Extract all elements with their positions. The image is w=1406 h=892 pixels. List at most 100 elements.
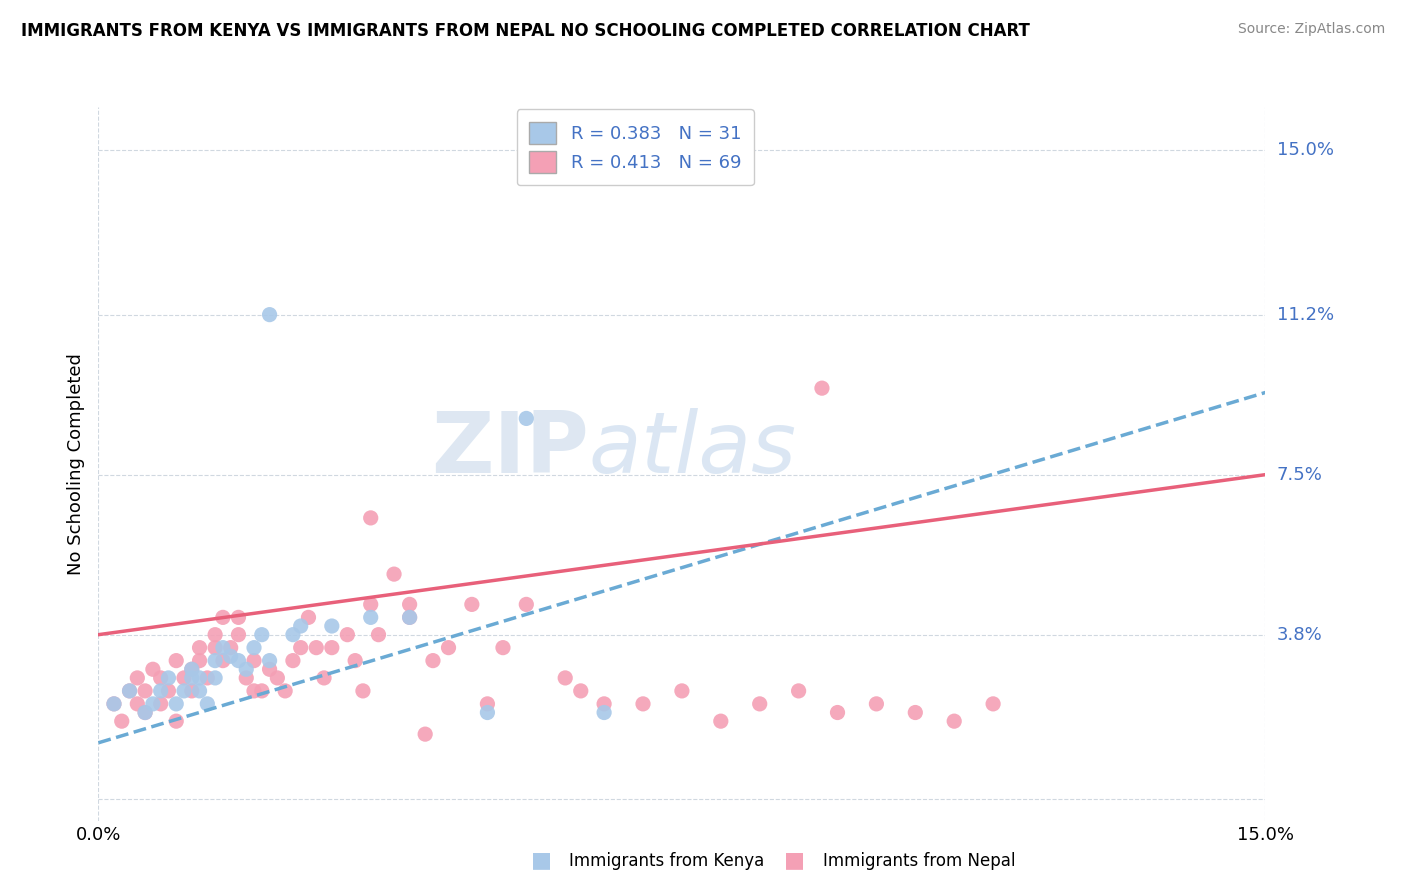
- Point: [235, 662, 257, 676]
- Point: [111, 714, 134, 728]
- Point: [204, 640, 226, 655]
- Point: [188, 671, 211, 685]
- Legend: R = 0.383   N = 31, R = 0.413   N = 69: R = 0.383 N = 31, R = 0.413 N = 69: [516, 109, 754, 186]
- Text: ■: ■: [785, 850, 804, 870]
- Point: [274, 684, 297, 698]
- Point: [259, 654, 281, 668]
- Point: [180, 671, 202, 685]
- Point: [204, 628, 226, 642]
- Point: [710, 714, 733, 728]
- Point: [195, 697, 218, 711]
- Point: [149, 671, 172, 685]
- Point: [266, 671, 288, 685]
- Point: [360, 511, 382, 525]
- Point: [360, 598, 382, 612]
- Point: [477, 706, 499, 720]
- Point: [142, 697, 165, 711]
- Point: [165, 654, 187, 668]
- Point: [382, 567, 405, 582]
- Point: [188, 640, 211, 655]
- Text: 15.0%: 15.0%: [1277, 141, 1333, 160]
- Point: [787, 684, 810, 698]
- Point: [250, 684, 273, 698]
- Point: [865, 697, 887, 711]
- Point: [259, 662, 281, 676]
- Point: [134, 684, 156, 698]
- Point: [671, 684, 693, 698]
- Text: ZIP: ZIP: [430, 408, 589, 491]
- Point: [360, 610, 382, 624]
- Point: [413, 727, 436, 741]
- Point: [134, 706, 156, 720]
- Point: [250, 628, 273, 642]
- Point: [235, 671, 257, 685]
- Text: atlas: atlas: [589, 408, 797, 491]
- Point: [118, 684, 141, 698]
- Point: [904, 706, 927, 720]
- Point: [515, 598, 537, 612]
- Point: [422, 654, 444, 668]
- Point: [297, 610, 319, 624]
- Point: [157, 684, 180, 698]
- Point: [398, 610, 420, 624]
- Point: [118, 684, 141, 698]
- Text: ■: ■: [531, 850, 551, 870]
- Text: 3.8%: 3.8%: [1277, 625, 1322, 644]
- Text: Immigrants from Nepal: Immigrants from Nepal: [823, 852, 1015, 870]
- Point: [180, 662, 202, 676]
- Point: [180, 684, 202, 698]
- Point: [593, 706, 616, 720]
- Text: Source: ZipAtlas.com: Source: ZipAtlas.com: [1237, 22, 1385, 37]
- Point: [367, 628, 389, 642]
- Point: [228, 654, 250, 668]
- Y-axis label: No Schooling Completed: No Schooling Completed: [66, 353, 84, 574]
- Point: [943, 714, 966, 728]
- Point: [204, 671, 226, 685]
- Point: [281, 654, 304, 668]
- Text: 7.5%: 7.5%: [1277, 466, 1323, 483]
- Point: [149, 684, 172, 698]
- Point: [321, 640, 343, 655]
- Point: [173, 684, 195, 698]
- Point: [321, 619, 343, 633]
- Point: [127, 671, 149, 685]
- Point: [461, 598, 484, 612]
- Point: [243, 640, 266, 655]
- Point: [180, 662, 202, 676]
- Point: [554, 671, 576, 685]
- Point: [305, 640, 328, 655]
- Point: [212, 640, 235, 655]
- Point: [336, 628, 359, 642]
- Point: [134, 706, 156, 720]
- Point: [981, 697, 1004, 711]
- Point: [127, 697, 149, 711]
- Point: [173, 671, 195, 685]
- Point: [290, 619, 312, 633]
- Text: Immigrants from Kenya: Immigrants from Kenya: [569, 852, 765, 870]
- Point: [748, 697, 770, 711]
- Point: [593, 697, 616, 711]
- Point: [103, 697, 125, 711]
- Point: [228, 628, 250, 642]
- Point: [212, 610, 235, 624]
- Point: [142, 662, 165, 676]
- Point: [631, 697, 654, 711]
- Text: 11.2%: 11.2%: [1277, 306, 1334, 324]
- Point: [219, 640, 242, 655]
- Point: [344, 654, 367, 668]
- Point: [352, 684, 374, 698]
- Point: [204, 654, 226, 668]
- Point: [569, 684, 592, 698]
- Point: [165, 697, 187, 711]
- Point: [212, 654, 235, 668]
- Point: [492, 640, 515, 655]
- Point: [515, 411, 537, 425]
- Point: [827, 706, 849, 720]
- Point: [157, 671, 180, 685]
- Point: [811, 381, 834, 395]
- Point: [228, 610, 250, 624]
- Point: [243, 684, 266, 698]
- Point: [243, 654, 266, 668]
- Point: [165, 714, 187, 728]
- Point: [281, 628, 304, 642]
